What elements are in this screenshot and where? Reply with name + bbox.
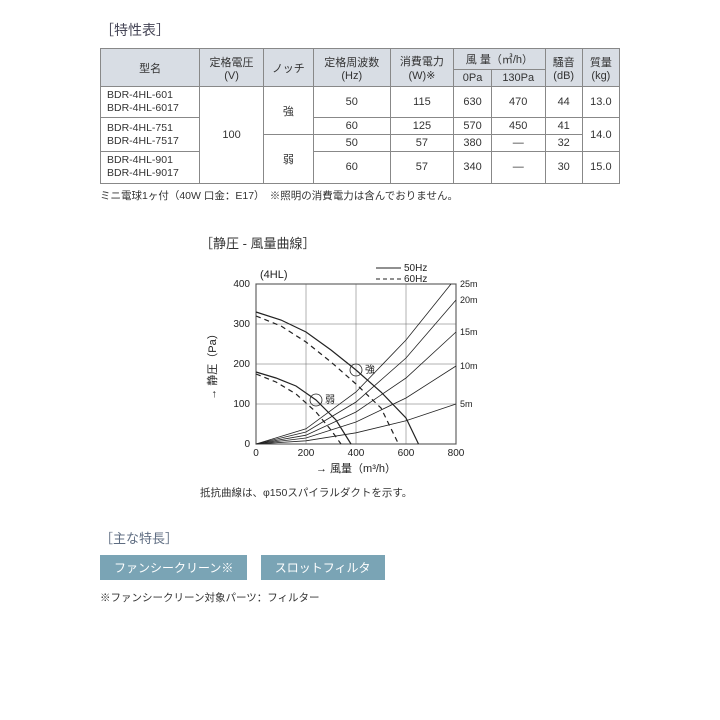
svg-text:20m: 20m	[460, 295, 478, 305]
col-power: 消費電力 (W)※	[390, 49, 454, 87]
feature-pill-0: ファンシークリーン※	[100, 555, 247, 580]
chart-container: ［静圧 - 風量曲線］ 0 200 400 600 800 0 100 200 300 400 → …	[200, 233, 540, 500]
col-airflow-130: 130Pa	[491, 70, 545, 87]
svg-text:400: 400	[233, 279, 250, 290]
table-footnote: ミニ電球1ヶ付（40W 口金：E17） ※照明の消費電力は含んでおりません。	[100, 188, 660, 203]
svg-text:50Hz: 50Hz	[404, 263, 427, 274]
chart-caption: 抵抗曲線は、φ150スパイラルダクトを示す。	[200, 485, 540, 500]
svg-text:→ 静圧（Pa）: → 静圧（Pa）	[205, 328, 219, 400]
col-voltage: 定格電圧 (V)	[200, 49, 264, 87]
svg-text:400: 400	[348, 448, 365, 459]
col-model: 型名	[101, 49, 200, 87]
pressure-flow-chart: 0 200 400 600 800 0 100 200 300 400 → 風量（m³/h） → 静圧…	[200, 256, 520, 476]
svg-text:0: 0	[244, 439, 250, 450]
svg-text:200: 200	[298, 448, 315, 459]
svg-text:800: 800	[448, 448, 465, 459]
feature-pill-1: スロットフィルタ	[261, 555, 385, 580]
svg-text:強: 強	[365, 363, 375, 376]
col-mass: 質量 (kg)	[582, 49, 619, 87]
spec-table-title: ［特性表］	[100, 20, 660, 40]
svg-text:(4HL): (4HL)	[260, 269, 288, 281]
col-notch: ノッチ	[263, 49, 313, 87]
svg-text:10m: 10m	[460, 361, 478, 371]
svg-text:→ 風量（m³/h）: → 風量（m³/h）	[316, 462, 396, 475]
feature-pills: ファンシークリーン※ スロットフィルタ	[100, 555, 660, 580]
col-freq: 定格周波数 (Hz)	[313, 49, 390, 87]
svg-text:弱: 弱	[325, 394, 335, 406]
svg-text:200: 200	[233, 359, 250, 370]
svg-text:5m: 5m	[460, 399, 473, 409]
features-title: ［主な特長］	[100, 528, 660, 547]
chart-title: ［静圧 - 風量曲線］	[200, 233, 540, 252]
svg-text:100: 100	[233, 399, 250, 410]
spec-table: 型名 定格電圧 (V) ノッチ 定格周波数 (Hz) 消費電力 (W)※ 風 量…	[100, 48, 620, 184]
col-noise: 騒音 (dB)	[545, 49, 582, 87]
svg-text:25m: 25m	[460, 279, 478, 289]
svg-text:300: 300	[233, 319, 250, 330]
features-note: ※ファンシークリーン対象パーツ：フィルター	[100, 590, 660, 605]
svg-text:60Hz: 60Hz	[404, 274, 427, 285]
col-airflow-group: 風 量（㎥/h）	[454, 49, 545, 70]
svg-text:15m: 15m	[460, 327, 478, 337]
svg-text:0: 0	[253, 448, 259, 459]
col-airflow-0: 0Pa	[454, 70, 492, 87]
svg-text:600: 600	[398, 448, 415, 459]
